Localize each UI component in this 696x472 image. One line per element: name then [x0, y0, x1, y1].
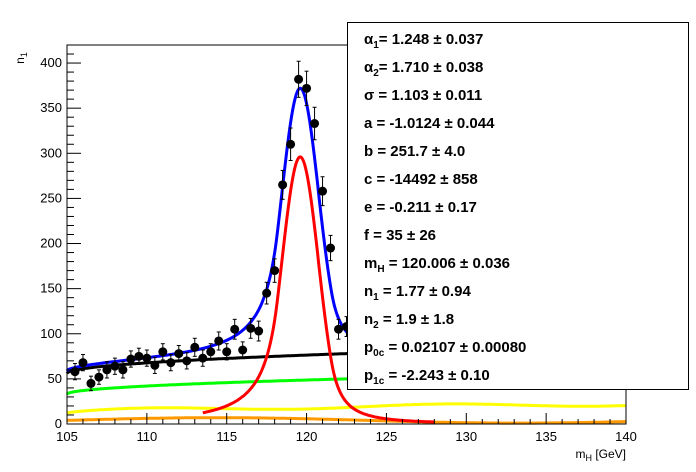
data-point [158, 347, 168, 357]
data-point [102, 365, 112, 375]
stat-p0c-symbol: p [364, 339, 374, 356]
stat-alpha2-symbol: α [364, 59, 374, 76]
stat-p0c: p0c = 0.02107 ± 0.00080 [364, 335, 526, 361]
data-point [318, 186, 328, 196]
fit-curves [65, 86, 626, 425]
stat-e: e = -0.211 ± 0.17 [364, 199, 477, 216]
stat-mH: mH = 120.006 ± 0.036 [364, 251, 510, 277]
stat-alpha1-symbol: α [364, 31, 374, 48]
data-point [262, 288, 272, 298]
data-point [222, 347, 232, 357]
stat-p0c-value: = 0.02107 ± 0.00080 [384, 339, 527, 356]
x-tick-label: 125 [376, 429, 398, 444]
y-tick-label: 250 [40, 190, 62, 205]
data-point [86, 378, 96, 388]
stat-p1c-sub: 1c [373, 376, 385, 387]
data-points [70, 60, 351, 392]
data-point [198, 353, 208, 363]
data-point [134, 351, 144, 361]
stat-n2: n2 = 1.9 ± 1.8 [364, 307, 454, 333]
y-tick-label: 300 [40, 145, 62, 160]
stat-mH-symbol: m [364, 255, 378, 272]
y-tick-label: 350 [40, 100, 62, 115]
data-point [326, 243, 336, 253]
orange-curve [67, 416, 626, 425]
data-point [70, 367, 80, 377]
data-point [238, 345, 248, 355]
y-axis-label: n1 [13, 52, 29, 64]
fit-stats-box: α1= 1.248 ± 0.037 α2= 1.710 ± 0.038 σ = … [347, 22, 689, 390]
data-point [278, 180, 288, 190]
data-point [166, 358, 176, 368]
x-tick-label: 120 [296, 429, 318, 444]
stat-alpha1-value: = 1.248 ± 0.037 [378, 31, 484, 48]
green-curve [65, 376, 387, 396]
y-axis-ticks: 0 50 100 150 200 250 300 350 400 [40, 44, 81, 431]
stat-n1-symbol: n [364, 283, 374, 300]
x-tick-label: 105 [56, 429, 78, 444]
stat-p1c: p1c = -2.243 ± 0.10 [364, 363, 490, 389]
data-point [182, 356, 192, 366]
stat-alpha2-sub: 2 [373, 68, 379, 79]
y-tick-label: 100 [40, 326, 62, 341]
stat-mH-value: = 120.006 ± 0.036 [384, 255, 510, 272]
stat-n2-value: = 1.9 ± 1.8 [378, 311, 455, 328]
stat-f: f = 35 ± 26 [364, 227, 437, 244]
stat-p0c-sub: 0c [373, 348, 385, 359]
data-point [150, 360, 160, 370]
x-axis-label: mH [GeV] [575, 447, 626, 463]
data-point [206, 347, 216, 357]
stat-p1c-symbol: p [364, 367, 374, 384]
data-point [286, 139, 296, 149]
stat-a: a = -1.0124 ± 0.044 [364, 115, 495, 132]
stat-mH-sub: H [377, 264, 385, 275]
data-point [78, 358, 88, 368]
stat-n1: n1 = 1.77 ± 0.94 [364, 279, 471, 305]
stat-n1-sub: 1 [373, 292, 379, 303]
stat-sigma: σ = 1.103 ± 0.011 [364, 87, 483, 104]
y-tick-label: 400 [40, 55, 62, 70]
data-point [334, 324, 344, 334]
stat-alpha1: α1= 1.248 ± 0.037 [364, 27, 483, 53]
data-point [118, 365, 128, 375]
red-curve [202, 155, 435, 424]
data-point [294, 74, 304, 84]
data-point [230, 324, 240, 334]
data-point [214, 336, 224, 346]
x-tick-label: 140 [615, 429, 637, 444]
data-point [246, 323, 256, 333]
data-point [110, 361, 120, 371]
data-point [254, 326, 264, 336]
blue-curve [65, 86, 364, 372]
x-tick-label: 110 [136, 429, 157, 444]
yellow-curve [66, 402, 626, 415]
data-point [190, 342, 200, 352]
data-point [126, 354, 136, 364]
data-point [302, 83, 312, 93]
stat-alpha2: α2= 1.710 ± 0.038 [364, 55, 483, 81]
x-tick-label: 115 [216, 429, 237, 444]
data-point [174, 349, 184, 359]
data-point [94, 372, 104, 382]
y-tick-label: 0 [55, 416, 62, 431]
data-point [270, 266, 280, 276]
y-tick-label: 200 [40, 236, 62, 251]
x-axis-ticks: 105 110 115 120 125 130 135 140 [56, 413, 637, 444]
stat-alpha1-sub: 1 [373, 40, 379, 51]
stat-c: c = -14492 ± 858 [364, 171, 478, 188]
y-tick-label: 50 [48, 371, 62, 386]
stat-alpha2-value: = 1.710 ± 0.038 [378, 59, 484, 76]
stat-n1-value: = 1.77 ± 0.94 [378, 283, 471, 300]
stat-n2-symbol: n [364, 311, 374, 328]
data-point [310, 119, 320, 129]
x-tick-label: 130 [455, 429, 477, 444]
y-tick-label: 150 [40, 281, 62, 296]
x-tick-label: 135 [535, 429, 557, 444]
data-point [142, 353, 152, 363]
stat-b: b = 251.7 ± 4.0 [364, 143, 466, 160]
stat-p1c-value: = -2.243 ± 0.10 [384, 367, 490, 384]
stat-n2-sub: 2 [373, 320, 379, 331]
